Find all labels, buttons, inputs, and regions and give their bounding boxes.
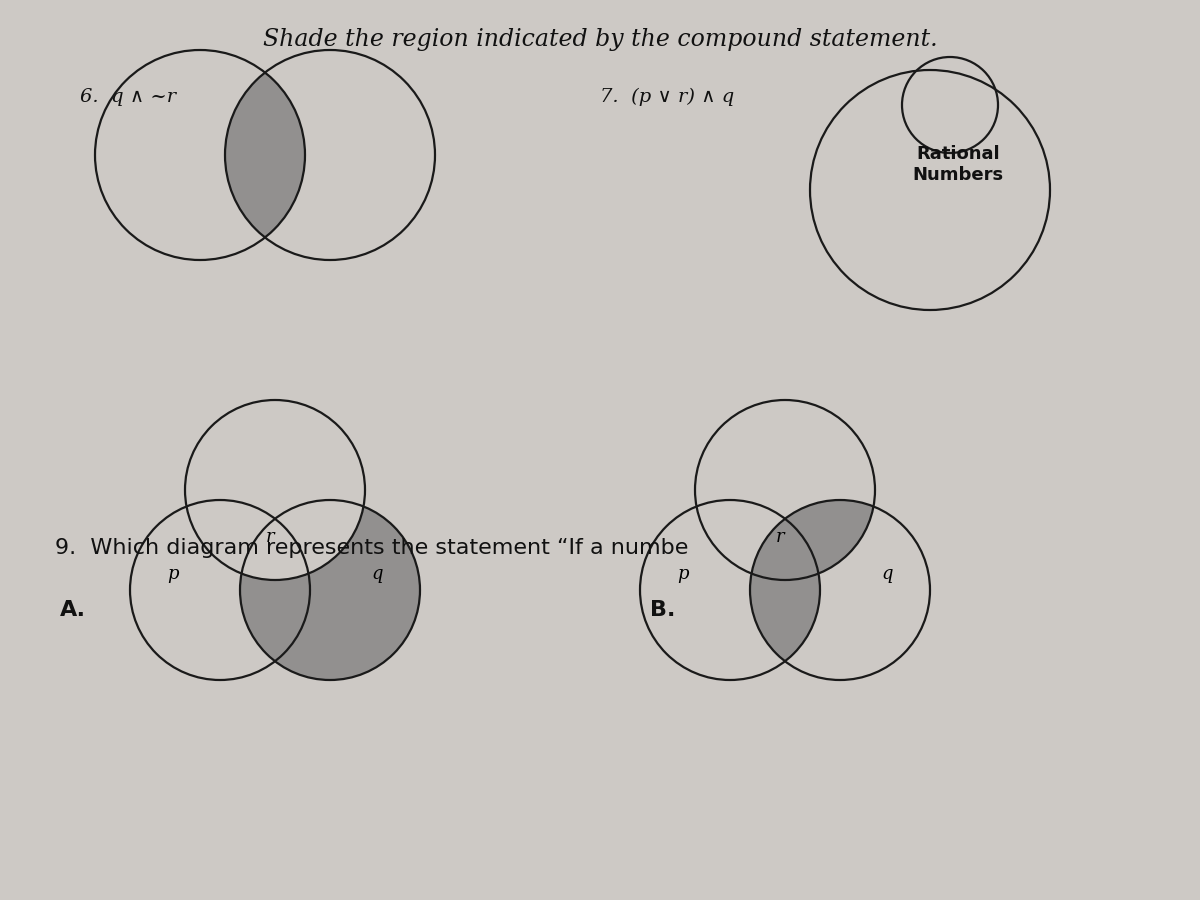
Text: 9.  Which diagram represents the statement “If a numbe: 9. Which diagram represents the statemen… — [55, 538, 689, 558]
Text: q: q — [371, 565, 383, 583]
Text: p: p — [168, 565, 179, 583]
Text: r: r — [776, 527, 785, 545]
Text: Rational
Numbers: Rational Numbers — [912, 145, 1003, 184]
Text: 7.  (p ∨ r) ∧ q: 7. (p ∨ r) ∧ q — [600, 88, 734, 106]
Text: r: r — [266, 527, 275, 545]
Text: A.: A. — [60, 600, 86, 620]
Text: Shade the region indicated by the compound statement.: Shade the region indicated by the compou… — [263, 28, 937, 51]
Text: B.: B. — [650, 600, 676, 620]
Text: 6.  q ∧ ~r: 6. q ∧ ~r — [80, 88, 176, 106]
Text: p: p — [678, 565, 689, 583]
Text: q: q — [881, 565, 893, 583]
